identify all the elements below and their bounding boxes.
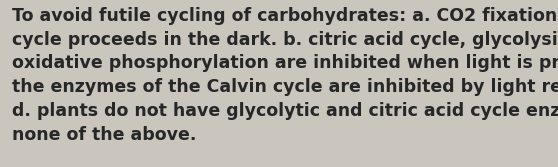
Text: To avoid futile cycling of carbohydrates: a. CO2 fixation by Calvin
cycle procee: To avoid futile cycling of carbohydrates… [12,7,558,144]
